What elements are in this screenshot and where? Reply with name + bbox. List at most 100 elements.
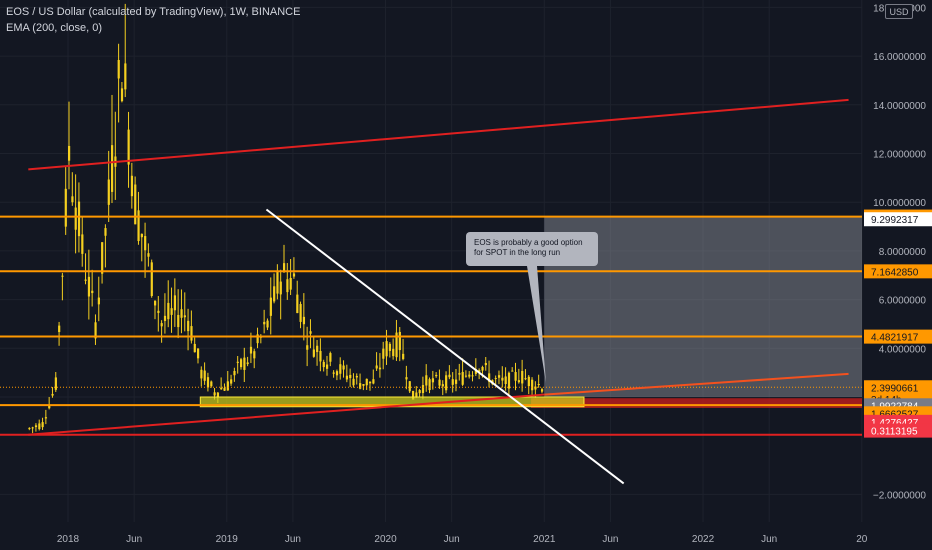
candle-body	[180, 309, 183, 318]
candle-body	[497, 375, 501, 378]
candle-body	[481, 366, 484, 371]
candle-body	[28, 428, 31, 430]
price-label-bg	[864, 423, 932, 438]
candle-body	[213, 392, 216, 396]
candle-body	[289, 277, 292, 290]
x-tick-label: Jun	[285, 534, 301, 545]
candle-body	[501, 377, 504, 381]
candle-body	[157, 310, 160, 313]
candle-body	[335, 371, 339, 376]
candle-body	[299, 304, 302, 322]
price-label: 0.3113195	[871, 427, 918, 438]
price-label: 4.4821917	[871, 333, 919, 344]
candle-body	[349, 374, 352, 379]
candle-body	[312, 349, 315, 357]
time-axis: 2018 Jun 2019 Jun 2020 Jun 2021 Jun 2022 Jun 20	[57, 534, 868, 545]
candle-body	[51, 393, 54, 396]
candle-body	[537, 384, 540, 386]
candle-body	[31, 427, 34, 429]
candle-body	[104, 228, 107, 236]
candle-body	[220, 387, 223, 390]
candle-body	[372, 379, 375, 384]
candle-body	[458, 373, 461, 375]
price-label: 7.1642850	[871, 267, 919, 278]
x-tick-label: Jun	[602, 534, 618, 545]
price-label-bg	[864, 329, 932, 344]
chart-title: EOS / US Dollar (calculated by TradingVi…	[6, 6, 301, 18]
price-label-bg	[864, 212, 932, 227]
annotation-callout[interactable]: EOS is probably a good option for SPOT i…	[466, 232, 598, 266]
candle-body	[359, 383, 362, 389]
candle-body	[239, 359, 243, 368]
candle-body	[160, 323, 163, 327]
candle-body	[74, 207, 77, 230]
y-tick-label: 4.0000000	[879, 344, 927, 355]
x-tick-label: 2020	[374, 534, 397, 545]
candle-body	[435, 374, 438, 377]
candle-body	[54, 377, 57, 390]
candle-body	[167, 302, 170, 320]
candle-body	[378, 367, 382, 370]
candle-body	[276, 272, 279, 294]
candle-body	[97, 297, 100, 305]
candle-body	[127, 129, 130, 165]
candle-body	[540, 389, 544, 392]
candle-body	[110, 145, 114, 192]
candle-body	[329, 353, 332, 362]
annotation-line-2: for SPOT in the long run	[474, 248, 561, 257]
candle-body	[256, 334, 259, 344]
candle-body	[117, 60, 120, 79]
candle-body	[504, 376, 507, 385]
candle-body	[34, 425, 38, 428]
candle-body	[236, 361, 239, 363]
annotation-line-1: EOS is probably a good option	[474, 238, 583, 247]
candle-body	[243, 357, 246, 370]
x-tick-label: 20	[856, 534, 868, 545]
x-tick-label: 2019	[216, 534, 239, 545]
candle-body	[153, 300, 157, 306]
candle-body	[382, 348, 385, 359]
price-label: 9.2992317	[871, 215, 919, 226]
candle-body	[107, 179, 110, 205]
indicator-legend[interactable]: EMA (200, close, 0)	[6, 22, 102, 34]
candle-body	[478, 369, 481, 372]
candle-body	[144, 236, 147, 251]
candle-body	[395, 332, 398, 358]
candle-body	[511, 370, 514, 372]
candle-body	[451, 379, 454, 385]
candle-body	[368, 381, 372, 384]
candle-body	[183, 315, 186, 318]
trendline-lower-channel	[28, 393, 545, 436]
candle-body	[134, 184, 137, 225]
candle-body	[273, 286, 276, 302]
candle-body	[91, 290, 94, 294]
candle-body	[233, 370, 236, 376]
candle-body	[517, 380, 521, 383]
candle-body	[38, 423, 41, 430]
price-labels: 9.41008509.29923177.16428504.48219172.39…	[864, 209, 932, 438]
candle-body	[365, 378, 368, 386]
y-tick-label: 16.0000000	[873, 52, 926, 63]
candle-body	[282, 263, 286, 272]
candle-body	[230, 379, 233, 384]
candle-body	[352, 378, 355, 386]
candle-body	[494, 378, 497, 380]
candle-body	[471, 375, 474, 377]
candle-body	[345, 375, 349, 380]
candle-body	[332, 372, 335, 374]
candle-body	[415, 392, 418, 397]
currency-button[interactable]: USD	[885, 4, 913, 19]
candle-body	[64, 188, 67, 227]
candle-body	[302, 316, 306, 325]
candle-body	[68, 145, 71, 161]
candle-body	[286, 279, 289, 293]
candle-body	[269, 297, 272, 316]
candle-body	[325, 364, 329, 369]
candle-body	[306, 345, 309, 350]
candle-body	[454, 379, 458, 384]
price-label-bg	[864, 264, 932, 279]
candle-body	[524, 378, 527, 380]
candle-body	[385, 341, 388, 357]
candle-body	[196, 348, 200, 359]
